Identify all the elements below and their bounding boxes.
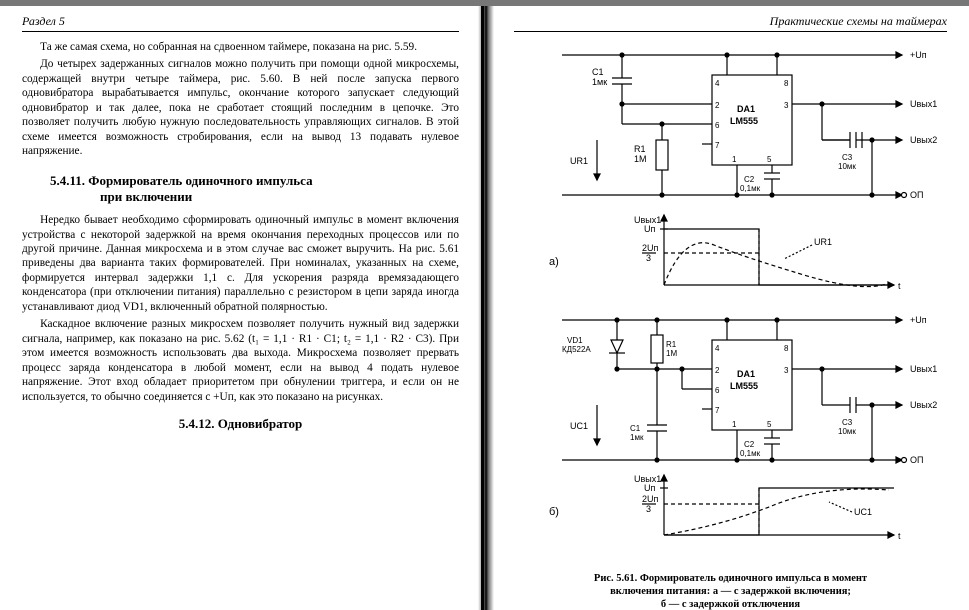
- section-heading-5-4-12: 5.4.12. Одновибратор: [22, 416, 459, 433]
- svg-text:7: 7: [715, 406, 720, 415]
- figure-caption: Рис. 5.61. Формирователь одиночного импу…: [514, 572, 947, 610]
- section-heading-5-4-11: 5.4.11. Формирователь одиночного импульс…: [50, 173, 459, 206]
- svg-text:+Uп: +Uп: [910, 315, 927, 325]
- svg-text:C1: C1: [630, 424, 641, 433]
- svg-text:0,1мк: 0,1мк: [740, 184, 761, 193]
- right-page: Практические схемы на таймерах +Uп: [484, 0, 969, 610]
- svg-text:DA1: DA1: [737, 104, 755, 114]
- svg-text:Uп: Uп: [644, 224, 655, 234]
- figure-5-61: +Uп ОП DA1 LM555 4 8 2 6 7 3 1 5: [514, 40, 947, 570]
- svg-text:10мк: 10мк: [838, 162, 856, 171]
- svg-text:3: 3: [784, 101, 789, 110]
- svg-text:3: 3: [646, 253, 651, 263]
- svg-text:4: 4: [715, 344, 720, 353]
- svg-text:UR1: UR1: [570, 156, 588, 166]
- body-text-left: Та же самая схема, но собранная на сдвое…: [22, 40, 459, 433]
- svg-text:2Uп: 2Uп: [642, 243, 659, 253]
- svg-text:C2: C2: [744, 175, 755, 184]
- svg-text:4: 4: [715, 79, 720, 88]
- running-head-right: Практические схемы на таймерах: [514, 14, 947, 32]
- schematic-svg: +Uп ОП DA1 LM555 4 8 2 6 7 3 1 5: [514, 40, 944, 540]
- circuit-a: +Uп ОП DA1 LM555 4 8 2 6 7 3 1 5: [562, 50, 937, 200]
- svg-text:LM555: LM555: [730, 381, 758, 391]
- svg-text:C1: C1: [592, 67, 604, 77]
- svg-text:C3: C3: [842, 418, 853, 427]
- svg-text:1мк: 1мк: [592, 77, 607, 87]
- svg-text:1: 1: [732, 155, 737, 164]
- svg-text:LM555: LM555: [730, 116, 758, 126]
- para: До четырех задержанных сигналов можно по…: [22, 57, 459, 158]
- svg-text:2: 2: [715, 366, 720, 375]
- svg-text:5: 5: [767, 155, 772, 164]
- caption-line: Рис. 5.61. Формирователь одиночного импу…: [514, 572, 947, 585]
- svg-text:DA1: DA1: [737, 369, 755, 379]
- heading-line-1: Формирователь одиночного импульса: [88, 173, 312, 188]
- svg-text:C3: C3: [842, 153, 853, 162]
- circuit-b: +Uп ОП DA1 LM555 4 8 2 6 7 3 1 5: [562, 315, 937, 465]
- svg-text:6: 6: [715, 386, 720, 395]
- caption-line: включения питания: а — с задержкой включ…: [514, 585, 947, 598]
- svg-text:ОП: ОП: [910, 455, 923, 465]
- svg-text:3: 3: [646, 504, 651, 514]
- running-head-left: Раздел 5: [22, 14, 459, 32]
- svg-text:1: 1: [732, 420, 737, 429]
- svg-text:КД522А: КД522А: [562, 345, 591, 354]
- svg-text:UC1: UC1: [854, 507, 872, 517]
- svg-text:t: t: [898, 281, 901, 291]
- svg-text:2: 2: [715, 101, 720, 110]
- svg-text:1мк: 1мк: [630, 433, 644, 442]
- left-page: Раздел 5 Та же самая схема, но собранная…: [0, 0, 484, 610]
- waveform-a: а) Uвых1 t Uп 2Uп 3: [549, 215, 901, 291]
- svg-text:2Uп: 2Uп: [642, 494, 659, 504]
- heading-line-2: при включении: [100, 189, 459, 205]
- heading-number: 5.4.11.: [50, 173, 85, 188]
- para: Каскадное включение разных микросхем поз…: [22, 317, 459, 404]
- svg-text:0,1мк: 0,1мк: [740, 449, 761, 458]
- svg-text:Uп: Uп: [644, 483, 655, 493]
- svg-text:t: t: [898, 531, 901, 540]
- svg-text:R1: R1: [666, 340, 677, 349]
- svg-text:R1: R1: [634, 144, 646, 154]
- svg-text:UC1: UC1: [570, 421, 588, 431]
- svg-text:VD1: VD1: [567, 336, 583, 345]
- svg-text:+Uп: +Uп: [910, 50, 927, 60]
- svg-text:Uвых1: Uвых1: [910, 99, 937, 109]
- para: Та же самая схема, но собранная на сдвое…: [22, 40, 459, 54]
- svg-text:5: 5: [767, 420, 772, 429]
- para: Нередко бывает необходимо сформировать о…: [22, 213, 459, 314]
- svg-text:ОП: ОП: [910, 190, 923, 200]
- svg-text:7: 7: [715, 141, 720, 150]
- svg-text:1М: 1М: [666, 349, 677, 358]
- svg-text:а): а): [549, 256, 559, 268]
- svg-text:C2: C2: [744, 440, 755, 449]
- svg-text:Uвых1: Uвых1: [910, 364, 937, 374]
- svg-text:Uвых2: Uвых2: [910, 135, 937, 145]
- svg-text:1М: 1М: [634, 154, 647, 164]
- waveform-b: б) Uвых1 t Uп 2Uп 3 UC1: [549, 474, 901, 540]
- svg-text:б): б): [549, 506, 559, 518]
- caption-line: б — с задержкой отключения: [514, 598, 947, 610]
- svg-text:6: 6: [715, 121, 720, 130]
- svg-text:8: 8: [784, 79, 789, 88]
- svg-text:8: 8: [784, 344, 789, 353]
- svg-text:Uвых2: Uвых2: [910, 400, 937, 410]
- svg-text:UR1: UR1: [814, 237, 832, 247]
- svg-text:3: 3: [784, 366, 789, 375]
- svg-text:10мк: 10мк: [838, 427, 856, 436]
